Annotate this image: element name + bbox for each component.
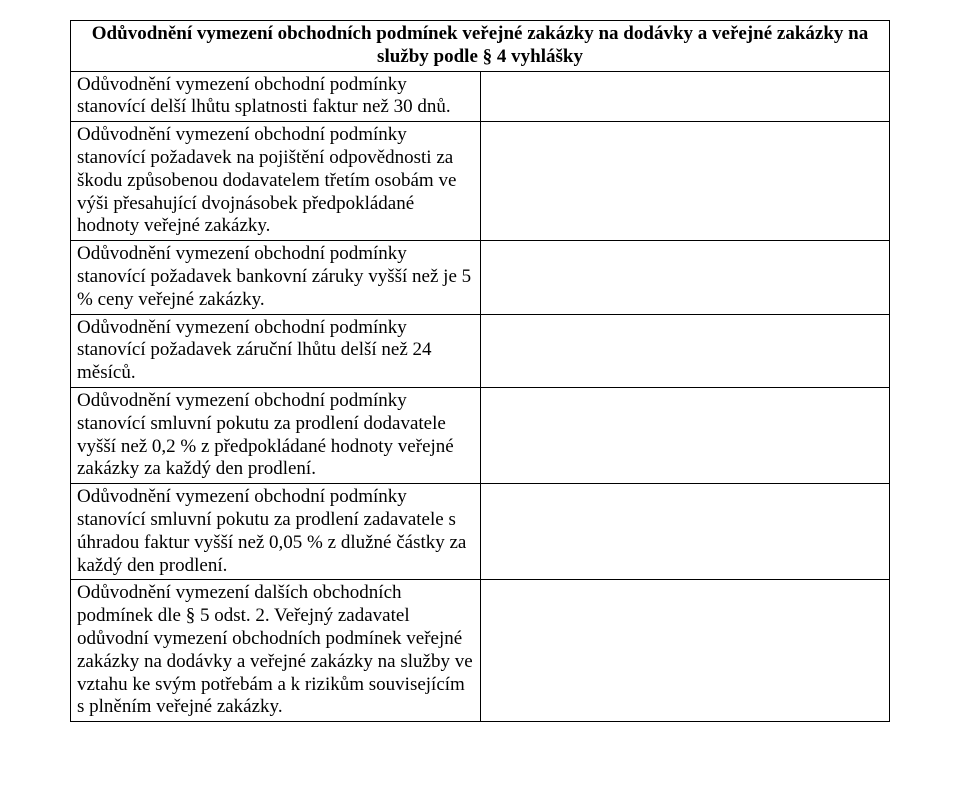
table-row: Odůvodnění vymezení obchodní podmínky st… xyxy=(71,314,890,387)
table-header: Odůvodnění vymezení obchodních podmínek … xyxy=(71,21,890,72)
table-row: Odůvodnění vymezení obchodní podmínky st… xyxy=(71,241,890,314)
row-right-cell xyxy=(480,314,890,387)
row-left-cell: Odůvodnění vymezení obchodní podmínky st… xyxy=(71,484,481,580)
row-right-cell xyxy=(480,241,890,314)
row-right-cell xyxy=(480,387,890,483)
table-row: Odůvodnění vymezení dalších obchodních p… xyxy=(71,580,890,722)
table-row: Odůvodnění vymezení obchodní podmínky st… xyxy=(71,71,890,122)
table-row: Odůvodnění vymezení obchodní podmínky st… xyxy=(71,387,890,483)
row-left-cell: Odůvodnění vymezení obchodní podmínky st… xyxy=(71,387,481,483)
table-row: Odůvodnění vymezení obchodní podmínky st… xyxy=(71,484,890,580)
row-right-cell xyxy=(480,484,890,580)
row-right-cell xyxy=(480,580,890,722)
document-page: Odůvodnění vymezení obchodních podmínek … xyxy=(0,0,960,762)
row-left-cell: Odůvodnění vymezení obchodní podmínky st… xyxy=(71,314,481,387)
table-row: Odůvodnění vymezení obchodní podmínky st… xyxy=(71,122,890,241)
row-left-cell: Odůvodnění vymezení obchodní podmínky st… xyxy=(71,71,481,122)
table-header-row: Odůvodnění vymezení obchodních podmínek … xyxy=(71,21,890,72)
row-left-cell: Odůvodnění vymezení obchodní podmínky st… xyxy=(71,122,481,241)
row-right-cell xyxy=(480,122,890,241)
conditions-table: Odůvodnění vymezení obchodních podmínek … xyxy=(70,20,890,722)
row-left-cell: Odůvodnění vymezení dalších obchodních p… xyxy=(71,580,481,722)
row-right-cell xyxy=(480,71,890,122)
row-left-cell: Odůvodnění vymezení obchodní podmínky st… xyxy=(71,241,481,314)
